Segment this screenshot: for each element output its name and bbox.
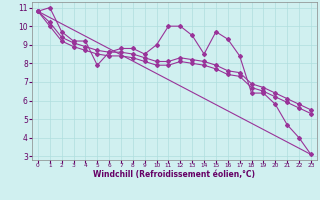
X-axis label: Windchill (Refroidissement éolien,°C): Windchill (Refroidissement éolien,°C) [93, 170, 255, 179]
